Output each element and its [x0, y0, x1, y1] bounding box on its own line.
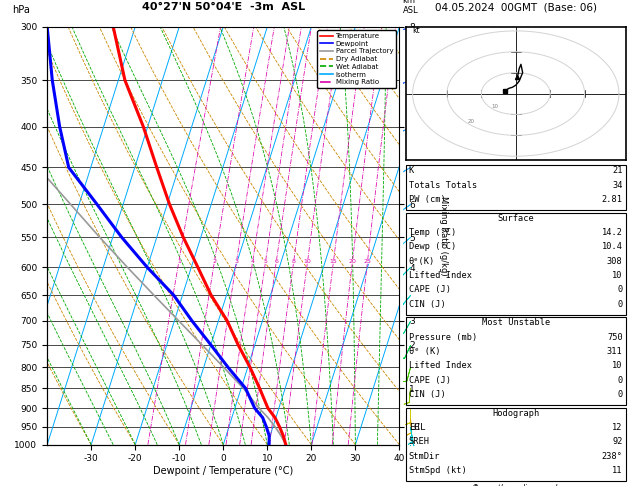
Y-axis label: Mixing Ratio (g/kg): Mixing Ratio (g/kg)	[439, 196, 448, 276]
Text: hPa: hPa	[13, 4, 30, 15]
Text: Surface: Surface	[498, 214, 534, 223]
Text: 21: 21	[612, 166, 623, 175]
Text: K: K	[409, 166, 414, 175]
Text: 2.81: 2.81	[602, 195, 623, 204]
Text: 238°: 238°	[602, 452, 623, 461]
Text: 11: 11	[612, 466, 623, 475]
Text: CAPE (J): CAPE (J)	[409, 376, 451, 385]
Text: Temp (°C): Temp (°C)	[409, 228, 456, 237]
Text: 308: 308	[607, 257, 623, 266]
Text: km
ASL: km ASL	[403, 0, 418, 15]
Text: θᵉ (K): θᵉ (K)	[409, 347, 440, 356]
Text: 10: 10	[612, 361, 623, 370]
Text: 750: 750	[607, 332, 623, 342]
Text: 3: 3	[235, 259, 238, 264]
Text: © weatheronline.co.uk: © weatheronline.co.uk	[472, 484, 560, 486]
Text: EH: EH	[409, 423, 420, 432]
Text: 34: 34	[612, 180, 623, 190]
Text: 311: 311	[607, 347, 623, 356]
Text: 15: 15	[330, 259, 337, 264]
Text: 10: 10	[304, 259, 311, 264]
Text: 8: 8	[292, 259, 296, 264]
Text: 04.05.2024  00GMT  (Base: 06): 04.05.2024 00GMT (Base: 06)	[435, 2, 597, 12]
Text: Hodograph: Hodograph	[492, 409, 540, 418]
Text: Dewp (°C): Dewp (°C)	[409, 242, 456, 251]
Text: Pressure (mb): Pressure (mb)	[409, 332, 477, 342]
Text: CIN (J): CIN (J)	[409, 390, 445, 399]
Text: 14.2: 14.2	[602, 228, 623, 237]
Text: 0: 0	[618, 285, 623, 295]
Text: 10: 10	[492, 104, 499, 109]
Text: 6: 6	[274, 259, 278, 264]
Text: Most Unstable: Most Unstable	[482, 318, 550, 328]
Text: 20: 20	[348, 259, 357, 264]
Text: 0: 0	[618, 299, 623, 309]
Text: 1: 1	[177, 259, 181, 264]
Text: 12: 12	[612, 423, 623, 432]
Text: 20: 20	[467, 119, 475, 124]
Legend: Temperature, Dewpoint, Parcel Trajectory, Dry Adiabat, Wet Adiabat, Isotherm, Mi: Temperature, Dewpoint, Parcel Trajectory…	[318, 30, 396, 88]
Text: Totals Totals: Totals Totals	[409, 180, 477, 190]
Text: 5: 5	[264, 259, 267, 264]
Text: 0: 0	[618, 390, 623, 399]
Text: 92: 92	[612, 437, 623, 447]
Text: θᵉ(K): θᵉ(K)	[409, 257, 435, 266]
Text: 0: 0	[618, 376, 623, 385]
Text: 2: 2	[213, 259, 216, 264]
X-axis label: Dewpoint / Temperature (°C): Dewpoint / Temperature (°C)	[153, 466, 293, 476]
Text: StmSpd (kt): StmSpd (kt)	[409, 466, 467, 475]
Text: CIN (J): CIN (J)	[409, 299, 445, 309]
Text: StmDir: StmDir	[409, 452, 440, 461]
Text: 40°27'N 50°04'E  -3m  ASL: 40°27'N 50°04'E -3m ASL	[142, 2, 305, 12]
Text: 10.4: 10.4	[602, 242, 623, 251]
Text: 10: 10	[612, 271, 623, 280]
Text: PW (cm): PW (cm)	[409, 195, 445, 204]
Text: Lifted Index: Lifted Index	[409, 271, 472, 280]
Text: 25: 25	[364, 259, 371, 264]
Text: CAPE (J): CAPE (J)	[409, 285, 451, 295]
Text: 4: 4	[250, 259, 255, 264]
Text: Lifted Index: Lifted Index	[409, 361, 472, 370]
Text: SREH: SREH	[409, 437, 430, 447]
Text: kt: kt	[413, 26, 420, 35]
